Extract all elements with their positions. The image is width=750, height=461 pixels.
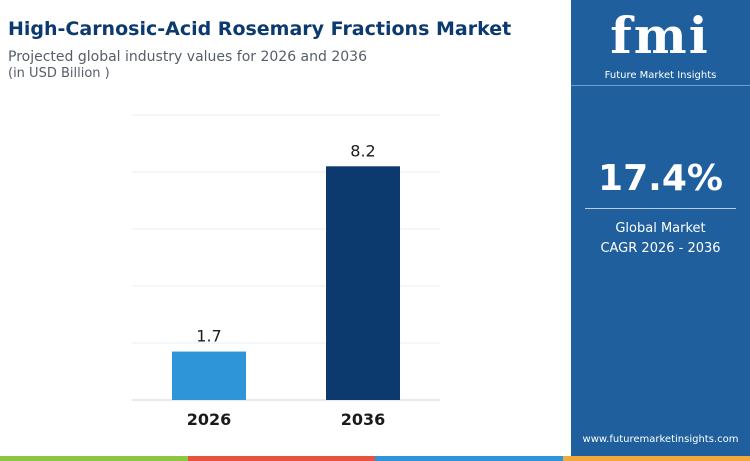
data-label-2036: 8.2: [350, 141, 375, 160]
chart-subtitle: Projected global industry values for 202…: [8, 49, 367, 65]
cagr-label-line2: CAGR 2026 - 2036: [600, 241, 721, 256]
logo-letters: fmi: [610, 6, 710, 65]
data-labels: 1.7 8.2: [196, 141, 375, 345]
stripe-segment: [562, 456, 750, 461]
bar-chart: 1.7 8.2 2026 2036: [132, 114, 440, 429]
footer-color-stripe: [0, 456, 750, 461]
chart-unit-label: (in USD Billion ): [8, 66, 110, 81]
x-tick-label-2026: 2026: [187, 410, 232, 429]
bars: [172, 166, 400, 400]
bar-2036: [326, 166, 400, 400]
stripe-segment: [0, 456, 188, 461]
fmi-logo: fmi Future Market Insights: [600, 6, 720, 82]
cagr-label: Global Market CAGR 2026 - 2036: [571, 219, 750, 259]
logo-tagline: Future Market Insights: [604, 70, 717, 81]
bar-2026: [172, 351, 246, 400]
cagr-rule: [585, 208, 736, 209]
data-label-2026: 1.7: [196, 327, 221, 346]
x-tick-labels: 2026 2036: [187, 410, 386, 429]
stripe-segment: [187, 456, 375, 461]
cagr-value: 17.4%: [598, 158, 723, 199]
website-link[interactable]: www.futuremarketinsights.com: [582, 434, 739, 445]
cagr-label-line1: Global Market: [615, 221, 706, 236]
stripe-segment: [375, 456, 563, 461]
chart-title: High-Carnosic-Acid Rosemary Fractions Ma…: [8, 18, 512, 40]
x-tick-label-2036: 2036: [341, 410, 386, 429]
sidebar-panel: fmi Future Market Insights 17.4% Global …: [571, 0, 750, 461]
sidebar-divider: [571, 85, 750, 86]
